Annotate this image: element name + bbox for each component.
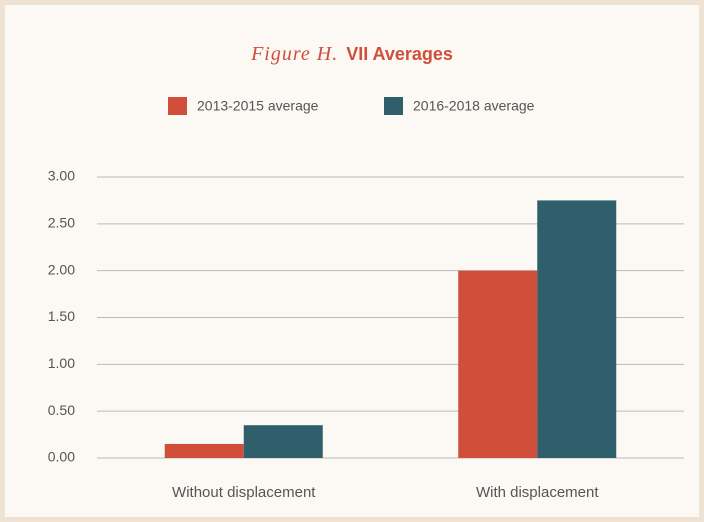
y-tick-label: 2.50 [48,215,75,231]
bar [458,270,538,458]
y-tick-label: 2.00 [48,261,75,277]
chart-title-label: Figure H. [250,43,338,65]
y-tick-label: 3.00 [48,168,75,184]
bar [243,425,323,458]
legend-label: 2013-2015 average [197,98,319,114]
bar [537,200,617,458]
chart-title-group: Figure H. VII Averages [250,43,453,65]
y-tick-label: 1.00 [48,355,75,371]
y-tick-label: 0.50 [48,402,75,418]
y-tick-label: 1.50 [48,308,75,324]
y-tick-label: 0.00 [48,449,75,465]
x-tick-label: With displacement [476,484,599,501]
legend-swatch [384,97,403,115]
x-tick-label: Without displacement [172,484,316,501]
legend-swatch [168,97,187,115]
bar [164,443,244,458]
chart-title: VII Averages [346,44,453,64]
legend-label: 2016-2018 average [413,98,535,114]
